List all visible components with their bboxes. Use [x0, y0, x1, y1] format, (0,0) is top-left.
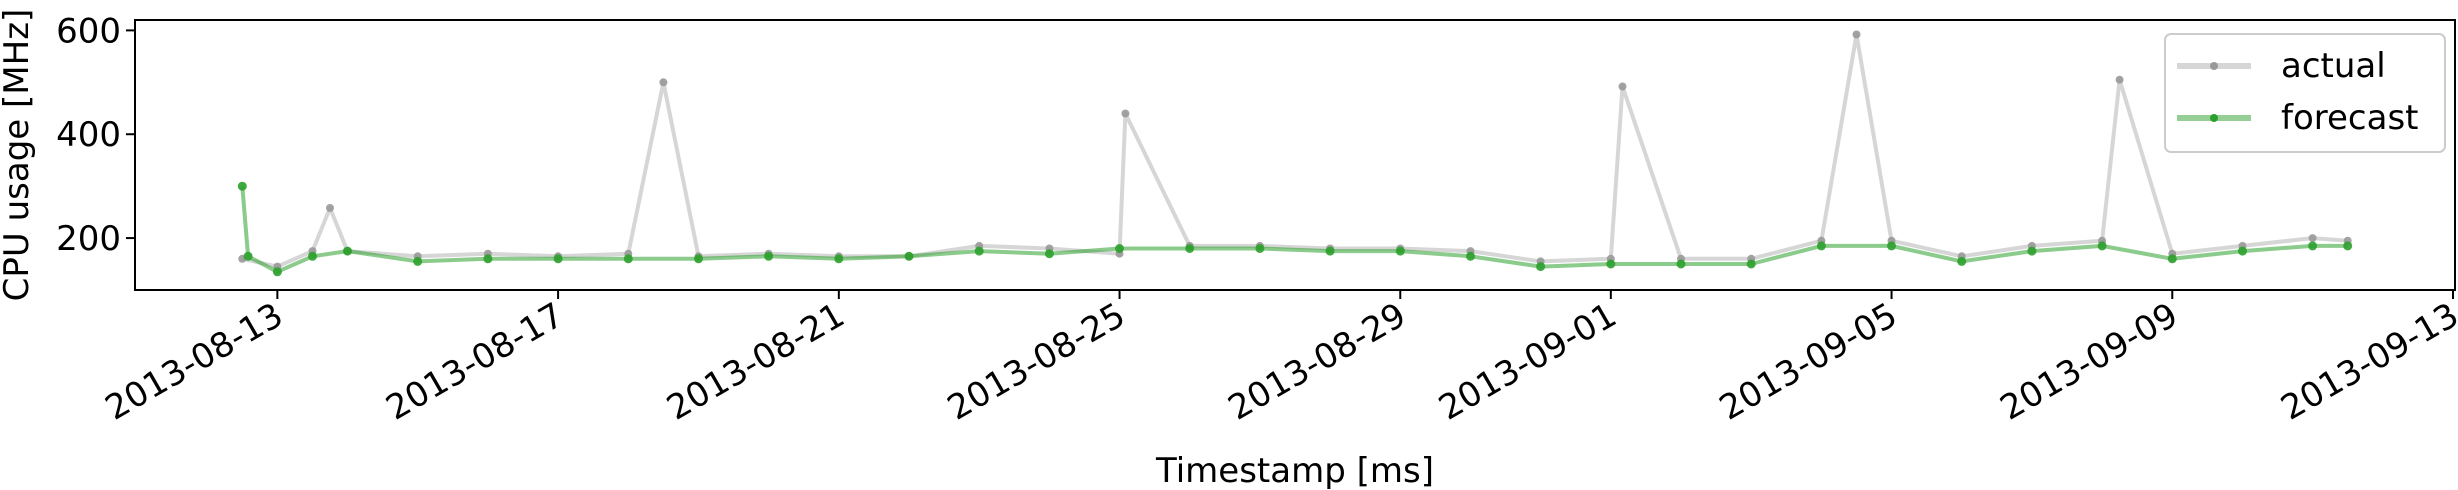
- legend-marker-forecast: [2210, 114, 2218, 122]
- x-tick-label: 2013-08-13: [99, 295, 290, 428]
- data-point-forecast: [272, 267, 282, 277]
- legend-marker-actual: [2210, 62, 2218, 70]
- data-point-actual: [326, 204, 334, 212]
- x-tick-label: 2013-09-01: [1432, 295, 1623, 428]
- data-point-forecast: [623, 254, 633, 264]
- y-tick-label: 200: [56, 219, 121, 259]
- data-point-forecast: [237, 181, 247, 191]
- data-point-forecast: [308, 251, 317, 261]
- legend-label-actual: actual: [2281, 46, 2386, 86]
- data-point-forecast: [553, 254, 563, 264]
- data-point-forecast: [2027, 246, 2037, 256]
- x-tick-label: 2013-08-25: [941, 295, 1132, 428]
- x-tick-label: 2013-08-29: [1222, 295, 1413, 428]
- data-point-actual: [659, 78, 668, 87]
- plot-background: [135, 20, 2455, 290]
- data-point-forecast: [1887, 241, 1896, 251]
- data-point-forecast: [764, 251, 774, 261]
- data-point-forecast: [694, 254, 703, 264]
- x-axis-label: Timestamp [ms]: [1155, 451, 1434, 490]
- data-point-forecast: [2308, 241, 2318, 251]
- plot-frame: [134, 19, 2456, 291]
- y-axis: 200 400 600: [56, 11, 135, 259]
- data-point-forecast: [1466, 251, 1475, 261]
- data-point-forecast: [1395, 246, 1405, 256]
- data-point-forecast: [413, 256, 423, 266]
- y-tick-label: 600: [56, 11, 121, 51]
- data-point-forecast: [834, 254, 844, 264]
- x-axis: 2013-08-13 2013-08-17 2013-08-21 2013-08-25…: [99, 290, 2458, 429]
- data-point-forecast: [1957, 256, 1967, 266]
- data-point-forecast: [1816, 241, 1826, 251]
- data-point-forecast: [1536, 262, 1546, 272]
- legend-label-forecast: forecast: [2281, 98, 2419, 138]
- data-point-forecast: [1325, 246, 1335, 256]
- x-tick-label: 2013-08-21: [660, 295, 851, 428]
- x-tick-label: 2013-08-17: [379, 295, 570, 428]
- x-tick-label: 2013-09-09: [1994, 295, 2185, 428]
- series-layer: [237, 30, 2353, 277]
- y-axis-label: CPU usage [MHz]: [0, 9, 37, 302]
- data-point-forecast: [1185, 244, 1195, 253]
- series-line-forecast: [240, 186, 2348, 274]
- data-point-actual: [1121, 109, 1130, 118]
- legend: actual forecast: [2164, 33, 2446, 153]
- data-point-forecast: [1746, 259, 1756, 269]
- data-point-forecast: [2238, 246, 2247, 256]
- data-point-forecast: [2343, 241, 2353, 251]
- data-point-forecast: [1676, 259, 1686, 269]
- data-point-forecast: [904, 251, 914, 261]
- data-point-forecast: [1115, 244, 1124, 253]
- x-tick-label: 2013-09-05: [1713, 295, 1904, 428]
- data-point-forecast: [1255, 244, 1265, 253]
- legend-box: [2164, 33, 2446, 153]
- data-point-actual: [2308, 234, 2317, 243]
- data-point-forecast: [343, 246, 352, 256]
- data-point-forecast: [243, 251, 253, 261]
- x-tick-label: 2013-09-13: [2274, 295, 2458, 428]
- data-point-forecast: [2097, 241, 2107, 251]
- data-point-forecast: [483, 254, 493, 264]
- data-point-actual: [2115, 75, 2124, 84]
- data-point-forecast: [1044, 249, 1054, 259]
- data-point-forecast: [2167, 254, 2177, 264]
- data-point-forecast: [1606, 259, 1616, 269]
- data-point-forecast: [974, 246, 984, 256]
- data-point-actual: [1618, 82, 1627, 91]
- data-point-actual: [1852, 30, 1861, 39]
- y-tick-label: 400: [56, 115, 121, 155]
